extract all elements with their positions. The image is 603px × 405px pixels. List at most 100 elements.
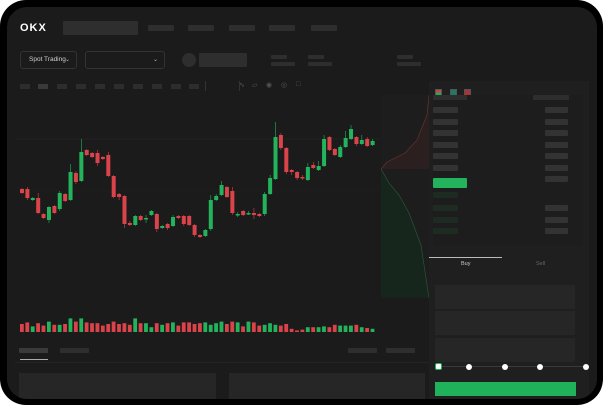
candle-body — [20, 189, 24, 193]
tab-open-orders[interactable] — [19, 348, 48, 353]
timeframe-button[interactable] — [171, 84, 181, 89]
buy-tab-underline — [429, 257, 502, 258]
ruler-icon[interactable]: ▱ — [252, 82, 258, 89]
candle-body — [198, 235, 202, 237]
slider-handle[interactable] — [435, 363, 442, 370]
ask-price — [433, 107, 458, 113]
candle-body — [278, 135, 283, 148]
candle-body — [171, 217, 176, 226]
leverage-slider[interactable] — [437, 366, 587, 367]
timeframe-button[interactable] — [114, 84, 124, 89]
candle-body — [46, 207, 51, 220]
order-book — [433, 95, 583, 245]
candle-body — [338, 147, 343, 157]
volume-bar — [46, 321, 51, 332]
volume-bar — [327, 327, 332, 332]
slider-mark-75[interactable] — [537, 364, 543, 370]
candle-body — [251, 213, 256, 215]
candle-body — [90, 153, 95, 157]
slider-mark-100[interactable] — [583, 364, 589, 370]
candle-body — [322, 139, 327, 166]
ask-price — [433, 130, 458, 136]
slider-mark-25[interactable] — [466, 364, 472, 370]
volume-bar — [311, 327, 316, 332]
volume-bar — [198, 323, 202, 332]
timeframe-button[interactable] — [152, 84, 162, 89]
stat-label — [397, 55, 413, 59]
candle-body — [257, 214, 262, 216]
nav-item-3[interactable] — [229, 25, 255, 31]
candle-body — [359, 140, 364, 144]
timeframe-button[interactable] — [38, 84, 48, 89]
total-input[interactable] — [435, 338, 575, 362]
buy-button[interactable] — [435, 382, 576, 396]
volume-bar — [149, 327, 154, 332]
amount-input[interactable] — [435, 311, 575, 335]
volume-bar — [305, 327, 310, 332]
settings-icon[interactable]: ◎ — [281, 82, 288, 89]
orders-panel-right — [229, 373, 425, 399]
pair-price — [199, 53, 247, 67]
camera-icon[interactable]: ◉ — [266, 82, 273, 89]
candle-body — [370, 141, 375, 145]
volume-bar — [235, 322, 240, 332]
search-bar[interactable] — [63, 21, 138, 35]
candle-body — [63, 194, 68, 201]
volume-bar — [176, 325, 181, 332]
timeframe-button[interactable] — [189, 84, 199, 89]
ask-amount — [545, 142, 568, 148]
volume-bar — [278, 325, 283, 332]
ask-amount — [545, 165, 568, 171]
volume-bar — [111, 321, 116, 332]
tab-sell[interactable]: Sell — [536, 261, 546, 267]
volume-bar — [230, 321, 235, 332]
nav-item-5[interactable] — [311, 25, 337, 31]
timeframe-button[interactable] — [95, 84, 105, 89]
nav-item-1[interactable] — [148, 25, 174, 31]
volume-bar — [73, 321, 78, 332]
fullscreen-icon[interactable]: □ — [296, 81, 301, 88]
volume-bar — [262, 324, 267, 332]
volume-bar — [365, 328, 370, 332]
nav-item-4[interactable] — [269, 25, 295, 31]
slider-mark-50[interactable] — [502, 364, 508, 370]
indicator-icon[interactable]: ∿ — [239, 82, 245, 89]
candle-body — [289, 170, 294, 172]
tab-buy[interactable]: Buy — [461, 261, 471, 267]
candle-body — [327, 137, 332, 150]
tab-order-history[interactable] — [60, 348, 89, 353]
timeframe-button[interactable] — [20, 84, 30, 89]
volume-bar — [100, 325, 105, 332]
market-select[interactable]: Spot Trading ⌄ — [20, 51, 77, 69]
right-panel: Buy Sell — [429, 81, 589, 399]
candle-body — [57, 193, 62, 209]
nav-item-2[interactable] — [188, 25, 214, 31]
candle-body — [122, 196, 127, 224]
stat-value — [308, 62, 332, 66]
volume-bar — [295, 330, 299, 332]
stat-label — [271, 55, 287, 59]
bid-price — [433, 192, 458, 198]
candle-body — [181, 216, 186, 224]
filter-button[interactable] — [386, 348, 415, 353]
timeframe-button[interactable] — [76, 84, 86, 89]
candle-body — [111, 176, 116, 197]
timeframe-button[interactable] — [57, 84, 67, 89]
okx-logo[interactable]: OKX — [20, 22, 47, 34]
candlestick-chart[interactable] — [15, 95, 381, 335]
candle-body — [138, 216, 143, 220]
candle-body — [332, 149, 337, 155]
stat-value — [397, 62, 421, 66]
volume-bar — [63, 324, 67, 332]
pair-select[interactable]: ⌄ — [85, 51, 165, 69]
price-input[interactable] — [435, 285, 575, 309]
volume-bar — [160, 324, 165, 332]
volume-bar — [68, 318, 73, 332]
timeframe-button[interactable] — [133, 84, 143, 89]
candle-body — [295, 172, 300, 178]
volume-bar — [144, 323, 148, 332]
volume-bar — [214, 323, 218, 332]
toolbar-divider — [205, 81, 206, 91]
ask-amount — [545, 119, 568, 125]
filter-button[interactable] — [348, 348, 377, 353]
